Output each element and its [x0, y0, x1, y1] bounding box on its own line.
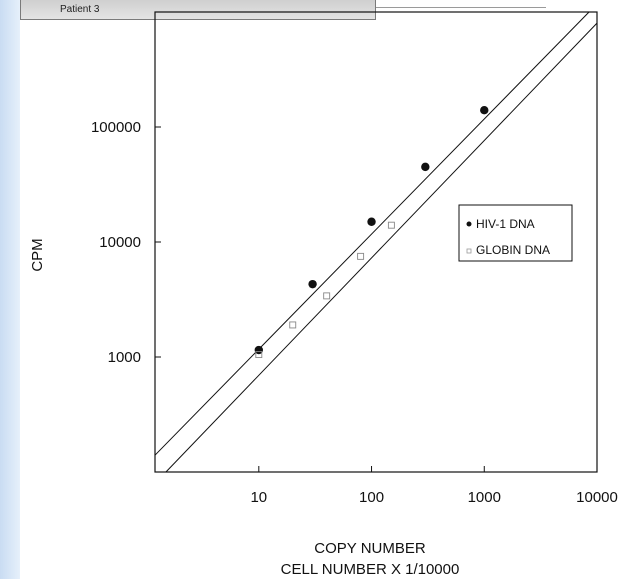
y-tick-label: 100000 — [91, 119, 141, 136]
side-strip — [0, 0, 20, 579]
x-ticks: 10 100 1000 10000 — [250, 466, 618, 506]
fit-line-upper — [154, 11, 590, 456]
globin-point — [289, 321, 297, 329]
hiv-point — [421, 162, 430, 172]
top-rule — [376, 7, 546, 8]
y-axis-title: CPM — [29, 238, 46, 271]
x-tick-label: 10 — [250, 489, 267, 506]
hiv-point — [367, 217, 376, 226]
legend-label-globin: GLOBIN DNA — [476, 243, 550, 257]
globin-point — [357, 252, 365, 260]
y-tick-label: 10000 — [99, 234, 141, 251]
x-tick-label: 1000 — [468, 489, 501, 506]
hiv-point — [308, 279, 317, 289]
globin-point — [323, 292, 331, 300]
fit-line-lower — [165, 22, 598, 473]
caption-text: Patient 3 — [60, 4, 100, 15]
caption-box: Patient 3 — [20, 0, 376, 20]
legend-marker-globin — [466, 248, 472, 254]
legend-box — [458, 204, 573, 262]
fit-lines — [154, 11, 598, 473]
globin-point — [387, 221, 395, 229]
points-layer — [254, 105, 489, 359]
globin-point — [255, 351, 263, 359]
y-tick-label: 1000 — [108, 349, 141, 366]
x-axis-title-2: CELL NUMBER X 1/10000 — [281, 561, 460, 578]
x-tick-label: 10000 — [576, 489, 618, 506]
legend-marker-hiv — [466, 221, 472, 227]
legend-label-hiv: HIV-1 DNA — [476, 217, 535, 231]
legend: HIV-1 DNA GLOBIN DNA — [458, 204, 573, 262]
hiv-point — [480, 105, 489, 115]
x-tick-label: 100 — [359, 489, 384, 506]
hiv-point — [254, 345, 264, 355]
y-ticks: 1000 10000 100000 — [91, 119, 161, 366]
x-axis-title-1: COPY NUMBER — [314, 540, 426, 557]
